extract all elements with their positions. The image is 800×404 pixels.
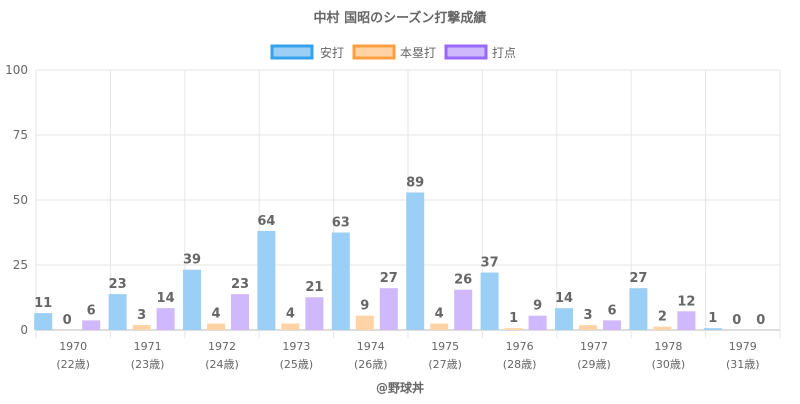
x-tick-sublabel: (27歳) bbox=[428, 358, 462, 371]
legend-label: 安打 bbox=[320, 45, 344, 60]
x-tick-sublabel: (30歳) bbox=[652, 358, 686, 371]
data-label: 21 bbox=[305, 280, 323, 295]
data-label: 4 bbox=[435, 307, 444, 322]
bar bbox=[34, 313, 53, 330]
x-tick-label: 1977 bbox=[580, 340, 608, 353]
bar bbox=[677, 311, 696, 330]
x-tick-label: 1972 bbox=[208, 340, 236, 353]
bar bbox=[430, 323, 449, 330]
data-label: 3 bbox=[137, 308, 146, 323]
data-label: 14 bbox=[555, 291, 573, 306]
data-label: 63 bbox=[332, 216, 350, 231]
data-label: 4 bbox=[211, 307, 220, 322]
x-tick-label: 1979 bbox=[729, 340, 757, 353]
data-label: 6 bbox=[607, 303, 616, 318]
bar bbox=[257, 230, 276, 330]
bar bbox=[555, 308, 573, 330]
bar bbox=[454, 289, 473, 330]
footer-credit: @野球丼 bbox=[376, 380, 424, 395]
bar bbox=[281, 323, 300, 330]
bar bbox=[305, 297, 324, 330]
data-label: 9 bbox=[533, 299, 542, 314]
x-tick-sublabel: (24歳) bbox=[205, 358, 239, 371]
bar bbox=[355, 315, 374, 330]
data-label: 27 bbox=[629, 271, 647, 286]
legend-label: 本塁打 bbox=[400, 46, 436, 60]
bar bbox=[703, 328, 722, 330]
data-label: 0 bbox=[732, 313, 741, 328]
legend: 安打 本塁打 打点 bbox=[270, 44, 516, 60]
data-label: 1 bbox=[708, 311, 717, 326]
bar bbox=[653, 326, 672, 330]
bar bbox=[579, 325, 597, 330]
bar bbox=[504, 328, 523, 330]
bar bbox=[379, 288, 398, 330]
legend-swatch bbox=[270, 44, 314, 60]
data-label: 23 bbox=[231, 277, 249, 292]
data-label: 12 bbox=[677, 294, 695, 309]
bars bbox=[34, 192, 722, 330]
x-tick-sublabel: (29歳) bbox=[577, 358, 611, 371]
y-tick-label: 75 bbox=[13, 128, 28, 142]
bar bbox=[156, 308, 175, 330]
bar bbox=[183, 269, 201, 330]
data-label: 1 bbox=[509, 311, 518, 326]
bar bbox=[480, 272, 499, 330]
bar bbox=[108, 294, 127, 330]
data-label: 26 bbox=[454, 273, 472, 288]
x-tick-label: 1973 bbox=[282, 340, 310, 353]
x-tick-label: 1974 bbox=[357, 340, 385, 353]
y-tick-label: 0 bbox=[20, 323, 28, 337]
x-tick-label: 1975 bbox=[431, 340, 459, 353]
data-label: 0 bbox=[756, 313, 765, 328]
x-axis: 1970 (22歳) 1971 (23歳) 1972 (24歳) 1973 (25歳) 1974… bbox=[56, 340, 759, 371]
bar bbox=[132, 325, 151, 330]
chart-title: 中村 国昭のシーズン打撃成績 bbox=[314, 10, 487, 26]
x-tick-sublabel: (23歳) bbox=[131, 358, 165, 371]
x-tick-sublabel: (26歳) bbox=[354, 358, 388, 371]
x-tick-sublabel: (25歳) bbox=[280, 358, 314, 371]
y-tick-label: 25 bbox=[13, 258, 28, 272]
data-label: 27 bbox=[380, 271, 398, 286]
x-tick-sublabel: (28歳) bbox=[503, 358, 537, 371]
bar bbox=[231, 294, 249, 330]
data-label: 0 bbox=[63, 313, 72, 328]
bar bbox=[406, 192, 425, 330]
y-tick-label: 100 bbox=[5, 63, 28, 77]
data-label: 2 bbox=[658, 310, 667, 325]
x-tick-sublabel: (31歳) bbox=[726, 358, 760, 371]
x-tick-label: 1970 bbox=[59, 340, 87, 353]
data-label: 89 bbox=[406, 175, 424, 190]
data-label: 23 bbox=[109, 277, 127, 292]
bar bbox=[331, 232, 350, 330]
x-tick-label: 1971 bbox=[134, 340, 162, 353]
data-label: 14 bbox=[157, 291, 175, 306]
legend-item-3: 打点 bbox=[444, 44, 516, 60]
data-label: 4 bbox=[286, 307, 295, 322]
data-label: 37 bbox=[481, 256, 499, 271]
data-label: 6 bbox=[87, 303, 96, 318]
legend-label: 打点 bbox=[492, 46, 516, 60]
x-tick-sublabel: (22歳) bbox=[56, 358, 90, 371]
data-label: 64 bbox=[257, 214, 275, 229]
bar bbox=[629, 288, 648, 330]
bar bbox=[528, 315, 547, 330]
legend-swatch bbox=[444, 44, 488, 60]
data-label: 39 bbox=[183, 253, 201, 268]
legend-item-2: 本塁打 bbox=[352, 44, 436, 60]
data-label: 3 bbox=[583, 308, 592, 323]
bar bbox=[207, 323, 225, 330]
data-label: 9 bbox=[360, 299, 369, 314]
bar bbox=[603, 320, 621, 330]
data-label: 11 bbox=[34, 296, 52, 311]
legend-item-1: 安打 bbox=[270, 44, 344, 60]
bar bbox=[82, 320, 101, 330]
x-tick-label: 1976 bbox=[506, 340, 534, 353]
x-tick-label: 1978 bbox=[654, 340, 682, 353]
y-tick-label: 50 bbox=[13, 193, 28, 207]
legend-swatch bbox=[352, 44, 396, 60]
